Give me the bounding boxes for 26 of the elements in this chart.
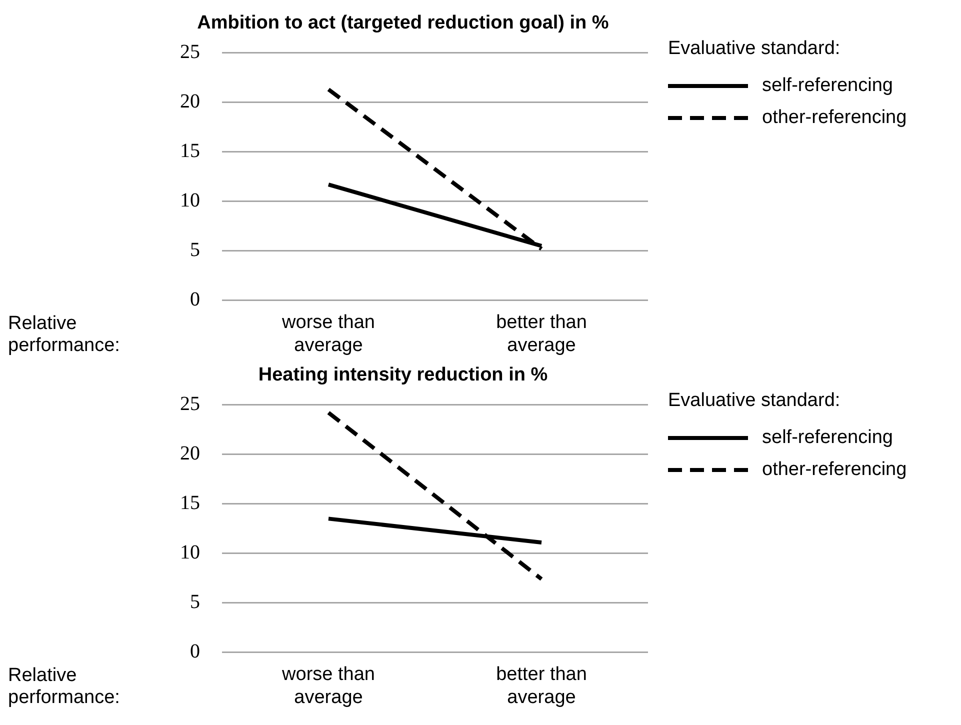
y-tick-label: 0 [190, 288, 200, 311]
chart-title: Heating intensity reduction in % [258, 364, 548, 386]
x-tick-label: better than average [496, 312, 587, 356]
x-tick-label: worse than average [281, 664, 375, 708]
x-tick-label: worse than average [281, 312, 375, 356]
legend-label: self-referencing [762, 75, 893, 97]
legend-label: self-referencing [762, 427, 893, 449]
y-tick-label: 15 [180, 140, 200, 162]
legend-title: Evaluative standard: [668, 390, 842, 412]
y-tick-label: 25 [180, 41, 200, 64]
y-tick-label: 10 [180, 190, 200, 212]
x-tick-label: better than average [496, 664, 587, 708]
y-tick-label: 10 [180, 542, 200, 564]
legend-title: Evaluative standard: [668, 38, 842, 60]
y-tick-label: 5 [190, 239, 200, 262]
y-tick-label: 5 [190, 591, 200, 614]
y-tick-label: 15 [180, 492, 200, 514]
y-tick-label: 25 [180, 393, 200, 416]
y-tick-label: 0 [190, 640, 200, 663]
legend-label: other-referencing [762, 459, 907, 481]
y-tick-label: 20 [180, 442, 200, 465]
x-axis-title: Relative performance: [8, 665, 120, 708]
x-axis-title: Relative performance: [8, 313, 120, 356]
legend-label: other-referencing [762, 107, 907, 129]
chart-title: Ambition to act (targeted reduction goal) in % [197, 12, 609, 34]
y-tick-label: 20 [180, 90, 200, 113]
